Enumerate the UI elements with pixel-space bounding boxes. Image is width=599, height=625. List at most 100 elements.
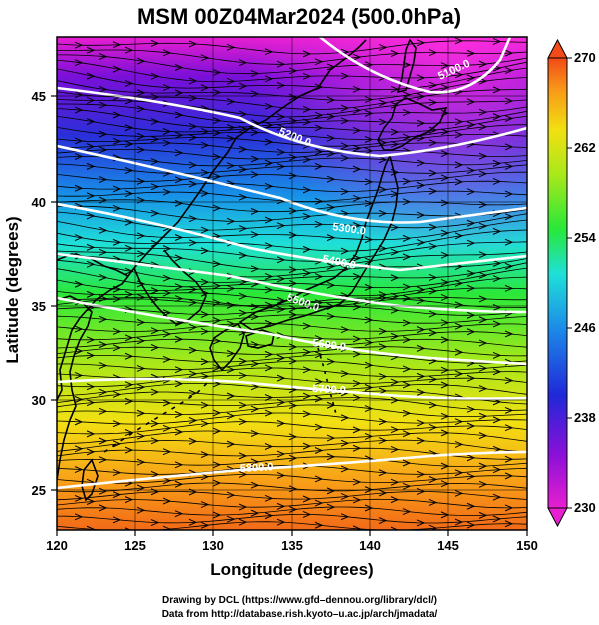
- wind-arrow: [150, 388, 160, 396]
- wind-arrow: [416, 519, 426, 527]
- wind-arrow: [86, 430, 96, 438]
- wind-arrow: [226, 162, 236, 170]
- wind-arrow: [326, 312, 336, 320]
- wind-arrow: [288, 231, 298, 239]
- wind-arrow: [314, 423, 324, 431]
- colorbar-max-triangle: [547, 38, 568, 59]
- wind-arrow: [276, 123, 286, 131]
- colorbar-gradient: [547, 57, 568, 509]
- wind-arrow: [150, 240, 160, 247]
- wind-arrow: [302, 105, 312, 113]
- colorbar-tick-label: 254: [574, 230, 596, 245]
- wind-arrow: [162, 289, 172, 297]
- wind-arrow: [150, 72, 160, 80]
- wind-arrow: [466, 405, 476, 413]
- wind-arrow: [478, 271, 488, 279]
- wind-arrow: [162, 274, 172, 282]
- wind-arrow: [136, 232, 146, 240]
- colorbar-min-triangle: [547, 507, 568, 528]
- wind-arrow: [124, 352, 134, 360]
- wind-arrow: [504, 67, 514, 74]
- height-contour-line: [319, 37, 512, 94]
- wind-arrow: [74, 494, 84, 502]
- wind-arrow: [124, 46, 134, 54]
- wind-arrow: [288, 454, 298, 462]
- wind-arrow: [364, 257, 374, 265]
- wind-arrow: [288, 433, 298, 441]
- wind-arrow: [378, 517, 388, 525]
- wind-arrow: [402, 381, 412, 389]
- wind-arrow: [136, 364, 146, 372]
- wind-arrow: [288, 207, 298, 215]
- wind-arrow: [364, 178, 374, 186]
- wind-arrow: [98, 504, 108, 512]
- y-axis: 45 40 35 30 25 Latitude (degrees): [3, 89, 57, 498]
- wind-arrow: [124, 527, 132, 530]
- wind-arrow: [200, 141, 210, 149]
- wind-arrow: [98, 176, 108, 183]
- wind-arrow: [466, 270, 476, 277]
- wind-arrow: [86, 118, 96, 125]
- wind-arrow: [302, 322, 312, 330]
- wind-arrow: [200, 189, 210, 197]
- wind-arrow: [136, 132, 146, 140]
- wind-arrow: [174, 283, 184, 291]
- wind-arrow: [326, 113, 336, 121]
- wind-arrow: [466, 98, 476, 106]
- wind-arrow: [74, 371, 84, 379]
- wind-arrow: [352, 85, 362, 93]
- wind-arrow: [212, 129, 222, 137]
- wind-arrow: [478, 201, 488, 209]
- wind-arrow: [250, 231, 260, 239]
- colorbar-tick-label: 270: [574, 50, 596, 65]
- wind-arrow: [352, 525, 362, 530]
- wind-arrow: [478, 412, 488, 420]
- wind-arrow: [174, 510, 184, 518]
- wind-arrow: [212, 409, 222, 417]
- wind-arrow: [454, 469, 464, 477]
- wind-arrow: [314, 197, 324, 205]
- wind-arrow: [478, 462, 488, 470]
- wind-arrow: [326, 262, 336, 270]
- wind-arrow: [416, 388, 426, 396]
- wind-arrow: [478, 316, 488, 324]
- wind-arrow: [402, 319, 412, 327]
- wind-arrow: [466, 219, 476, 227]
- wind-arrow: [466, 49, 476, 57]
- wind-arrow: [74, 396, 84, 403]
- wind-arrow: [200, 247, 210, 255]
- wind-arrow: [478, 251, 488, 259]
- wind-arrow: [250, 303, 260, 311]
- wind-arrow: [390, 378, 400, 386]
- wind-arrow: [112, 204, 122, 212]
- wind-arrow: [390, 426, 400, 434]
- wind-arrow: [150, 209, 160, 217]
- wind-arrow: [390, 445, 400, 453]
- wind-arrow: [250, 155, 260, 163]
- wind-arrow: [466, 121, 476, 129]
- wind-arrow: [302, 156, 312, 164]
- wind-arrow: [428, 401, 438, 409]
- wind-arrow: [74, 91, 84, 99]
- wind-arrow: [188, 180, 198, 188]
- wind-arrow: [288, 131, 298, 139]
- wind-arrow: [276, 81, 286, 89]
- wind-arrow: [428, 329, 438, 337]
- x-tick-label: 150: [516, 538, 538, 553]
- wind-arrow: [364, 109, 374, 117]
- wind-arrow: [74, 513, 84, 521]
- wind-arrow: [504, 262, 514, 270]
- wind-arrow: [364, 384, 374, 391]
- wind-arrow: [428, 242, 438, 250]
- wind-arrow: [314, 335, 324, 343]
- wind-arrow: [238, 251, 248, 259]
- wind-arrow: [174, 428, 184, 436]
- wind-arrow: [326, 401, 336, 409]
- wind-arrow: [162, 139, 172, 147]
- wind-arrow: [288, 311, 298, 319]
- wind-arrow: [504, 49, 514, 57]
- wind-arrow: [276, 275, 286, 283]
- wind-arrow: [86, 212, 96, 220]
- wind-arrow: [326, 358, 336, 366]
- wind-arrow: [212, 479, 222, 487]
